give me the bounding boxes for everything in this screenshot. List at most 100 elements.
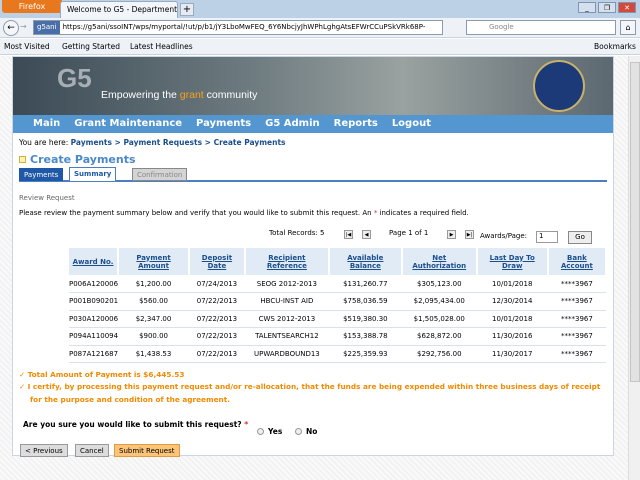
table-row: P006A120006 $1,200.00 07/24/2013 SEOG 2012-… xyxy=(69,275,606,293)
forward-icon[interactable]: → xyxy=(20,22,27,31)
nav-main[interactable]: Main xyxy=(33,118,61,129)
column-header[interactable]: Recipient Reference xyxy=(244,248,330,275)
table-cell: 07/24/2013 xyxy=(188,275,245,293)
radio-icon xyxy=(295,428,302,435)
page-indicator: Page 1 of 1 xyxy=(389,229,429,237)
maximize-icon[interactable]: ❐ xyxy=(598,2,616,13)
nav-payments[interactable]: Payments xyxy=(196,118,252,129)
close-icon[interactable]: ✕ xyxy=(618,2,636,13)
table-row: P001B090201 $560.00 07/22/2013 HBCU-INST AI… xyxy=(69,292,606,311)
confirm-question: Are you sure you would like to submit th… xyxy=(23,420,249,429)
nav-logout[interactable]: Logout xyxy=(391,118,431,129)
column-header[interactable]: Award No. xyxy=(69,248,120,275)
prev-page-icon[interactable]: ◀ xyxy=(362,230,371,239)
browser-tab[interactable]: Welcome to G5 - Department of Educati... xyxy=(60,1,178,18)
table-cell: ****3967 xyxy=(547,275,606,293)
submit-request-button[interactable]: Submit Request xyxy=(114,444,180,457)
per-page-input[interactable]: 1 xyxy=(536,231,558,243)
bookmark-getting-started[interactable]: Getting Started xyxy=(62,42,120,51)
table-cell: UPWARDBOUND13 xyxy=(244,345,329,363)
table-cell: P094A110094 xyxy=(69,327,119,346)
go-button[interactable]: Go xyxy=(568,231,592,244)
column-header[interactable]: Payment Amount xyxy=(118,248,190,275)
bookmarks-bar: Most Visited Getting Started Latest Head… xyxy=(0,39,640,55)
table-cell: CWS 2012-2013 xyxy=(244,310,329,328)
table-row: P030A120006 $2,347.00 07/22/2013 CWS 2012-2… xyxy=(69,310,606,328)
last-page-icon[interactable]: ▶| xyxy=(465,230,474,239)
search-input[interactable]: Google xyxy=(466,20,616,35)
instructions: Please review the payment summary below … xyxy=(19,209,469,217)
radio-icon xyxy=(257,428,264,435)
table-cell: $2,095,434.00 xyxy=(401,292,477,311)
table-cell: 07/22/2013 xyxy=(188,310,245,328)
bookmark-latest-headlines[interactable]: Latest Headlines xyxy=(130,42,193,51)
g5-logo: G5 xyxy=(57,63,92,93)
table-cell: $628,872.00 xyxy=(401,327,477,346)
tab-confirmation: Confirmation xyxy=(132,168,188,181)
table-cell: $900.00 xyxy=(118,327,189,346)
certify-message-cont: for the purpose and condition of the agr… xyxy=(30,395,231,404)
next-page-icon[interactable]: ▶ xyxy=(447,230,456,239)
breadcrumb-path[interactable]: Payments > Payment Requests > Create Pay… xyxy=(70,138,286,147)
table-cell: $292,756.00 xyxy=(401,345,477,363)
table-cell: 07/22/2013 xyxy=(188,292,245,311)
table-cell: $1,200.00 xyxy=(118,275,189,293)
page-icon xyxy=(19,156,26,163)
table-cell: P087A121687 xyxy=(69,345,119,363)
minimize-icon[interactable]: _ xyxy=(578,2,596,13)
page-title: Create Payments xyxy=(19,153,136,166)
table-cell: 11/30/2017 xyxy=(476,345,548,363)
breadcrumb: You are here: Payments > Payment Request… xyxy=(19,138,286,147)
nav-grant-maintenance[interactable]: Grant Maintenance xyxy=(74,118,183,129)
table-cell: $758,036.59 xyxy=(328,292,402,311)
column-header[interactable]: Bank Account xyxy=(547,248,608,275)
table-cell: HBCU-INST AID xyxy=(244,292,329,311)
table-cell: $1,438.53 xyxy=(118,345,189,363)
firefox-menu-button[interactable]: Firefox xyxy=(2,0,62,13)
table-cell: $305,123.00 xyxy=(401,275,477,293)
browser-titlebar: Firefox Welcome to G5 - Department of Ed… xyxy=(0,0,640,18)
table-cell: $225,359.93 xyxy=(328,345,402,363)
browser-navbar: ← → g5ani https://g5ani/ssoINT/wps/myport… xyxy=(0,18,640,38)
table-cell: SEOG 2012-2013 xyxy=(244,275,329,293)
site-identity[interactable]: g5ani xyxy=(34,21,60,34)
scrollbar-thumb[interactable] xyxy=(630,62,640,382)
previous-button[interactable]: < Previous xyxy=(20,444,68,457)
bookmark-most-visited[interactable]: Most Visited xyxy=(4,42,50,51)
radio-no[interactable]: No xyxy=(295,427,317,436)
table-cell: ****3967 xyxy=(547,310,606,328)
new-tab-button[interactable]: + xyxy=(180,3,194,16)
column-header[interactable]: Last Day To Draw xyxy=(476,248,549,275)
column-header[interactable]: Deposit Date xyxy=(188,248,246,275)
table-cell: 10/01/2018 xyxy=(476,310,548,328)
column-header[interactable]: Net Authorization xyxy=(401,248,478,275)
table-cell: 11/30/2016 xyxy=(476,327,548,346)
tab-payments[interactable]: Payments xyxy=(19,168,64,181)
table-cell: $519,380.30 xyxy=(328,310,402,328)
nav-g5-admin[interactable]: G5 Admin xyxy=(265,118,320,129)
step-tabs: Payments Summary Confirmation xyxy=(19,167,607,182)
main-nav: Main Grant Maintenance Payments G5 Admin… xyxy=(13,115,613,133)
home-icon[interactable]: ⌂ xyxy=(620,20,636,35)
table-cell: P030A120006 xyxy=(69,310,119,328)
page-content: G5 Empowering the grant community Main G… xyxy=(12,56,614,457)
scrollbar[interactable] xyxy=(628,56,640,480)
radio-yes[interactable]: Yes xyxy=(257,427,282,436)
back-icon[interactable]: ← xyxy=(3,20,19,36)
table-cell: $2,347.00 xyxy=(118,310,189,328)
payments-table: Award No. Payment Amount Deposit Date Recip… xyxy=(69,248,608,363)
bookmarks-menu[interactable]: Bookmarks xyxy=(594,42,636,51)
table-row: P094A110094 $900.00 07/22/2013 TALENTSEARCH… xyxy=(69,327,606,346)
nav-reports[interactable]: Reports xyxy=(333,118,378,129)
banner: G5 Empowering the grant community xyxy=(13,57,613,115)
table-cell: 07/22/2013 xyxy=(188,345,245,363)
certify-message: ✓ I certify, by processing this payment … xyxy=(19,382,601,391)
tab-summary[interactable]: Summary xyxy=(69,167,117,182)
table-cell: P001B090201 xyxy=(69,292,119,311)
per-page-label: Awards/Page: xyxy=(480,232,528,240)
column-header[interactable]: Available Balance xyxy=(328,248,403,275)
first-page-icon[interactable]: |◀ xyxy=(344,230,353,239)
table-cell: $131,260.77 xyxy=(328,275,402,293)
url-bar[interactable]: g5ani https://g5ani/ssoINT/wps/myportal/!… xyxy=(33,20,443,35)
cancel-button[interactable]: Cancel xyxy=(75,444,109,457)
